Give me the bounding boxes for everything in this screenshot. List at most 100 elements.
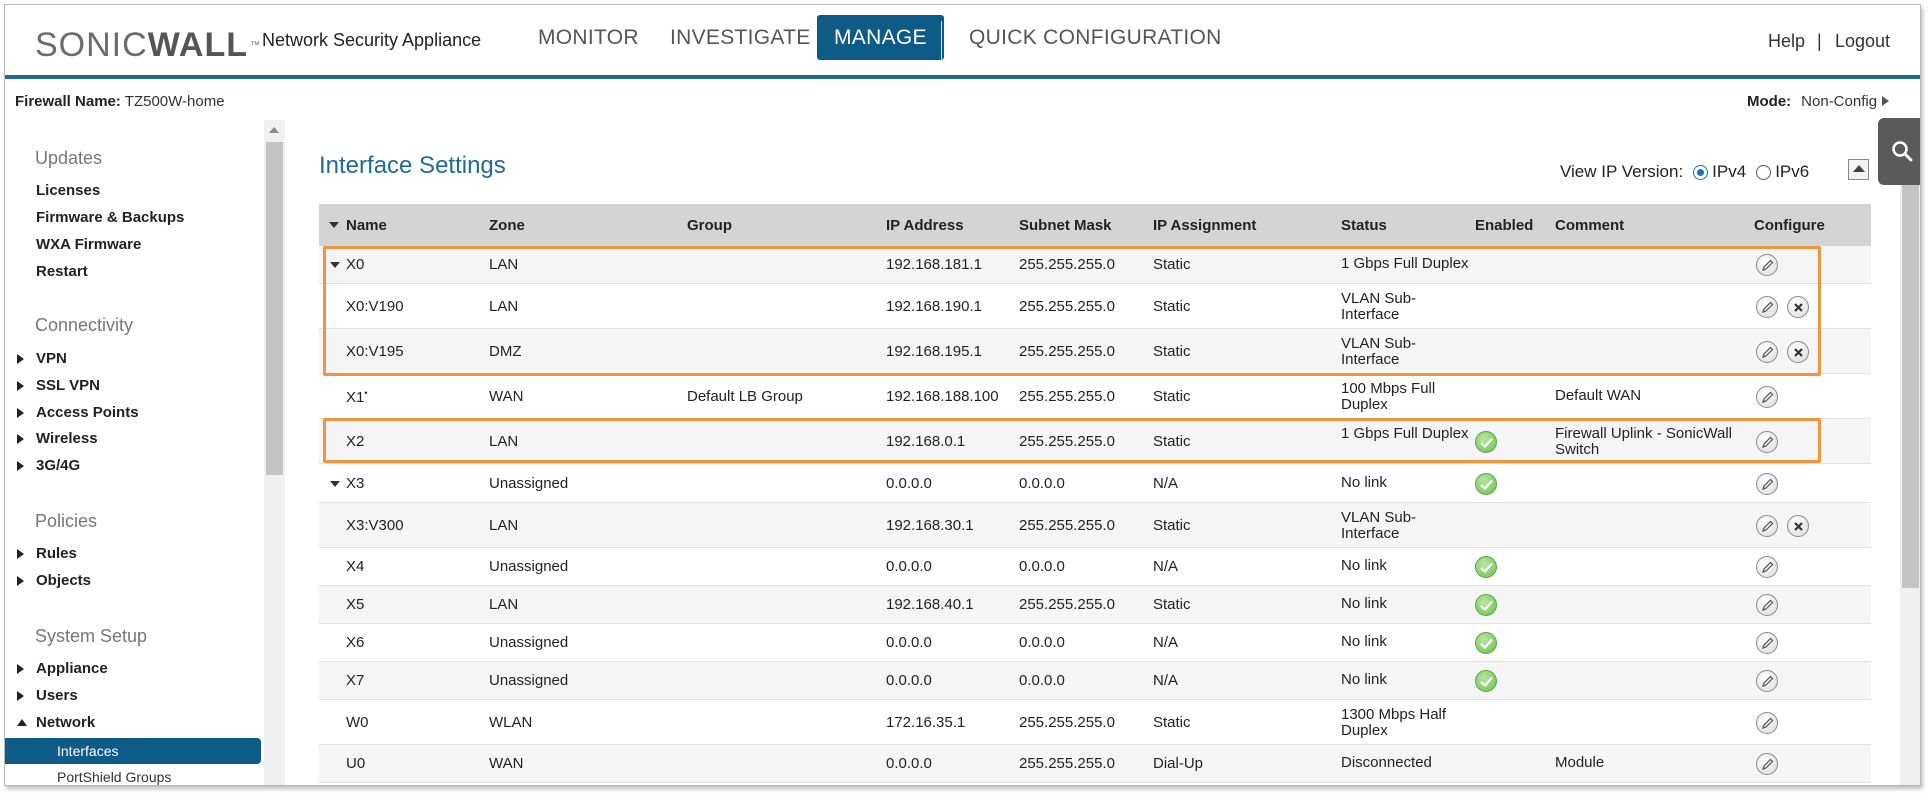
table-row[interactable]: X0 LAN 192.168.181.1 255.255.255.0 Static 1 G…: [319, 246, 1871, 284]
cell-assign: Static: [1153, 343, 1191, 360]
expand-arrow-icon[interactable]: [17, 461, 24, 471]
ipv6-label[interactable]: IPv6: [1775, 162, 1810, 181]
expand-arrow-icon[interactable]: [17, 354, 24, 364]
edit-pencil-icon[interactable]: [1756, 556, 1778, 578]
cell-status: VLAN Sub-Interface: [1341, 290, 1417, 323]
edit-pencil-icon[interactable]: [1756, 473, 1778, 495]
cell-ip: 0.0.0.0: [886, 558, 932, 575]
cell-mask: 255.255.255.0: [1019, 256, 1115, 273]
table-row[interactable]: U0 WAN 0.0.0.0 255.255.255.0 Dial-Up Disconne…: [319, 745, 1871, 783]
expand-arrow-icon[interactable]: [17, 549, 24, 559]
table-row[interactable]: X1• WAN Default LB Group 192.168.188.100 255…: [319, 374, 1871, 419]
col-subnet-mask[interactable]: Subnet Mask: [1019, 217, 1112, 234]
edit-pencil-icon[interactable]: [1756, 670, 1778, 692]
table-row[interactable]: X2 LAN 192.168.0.1 255.255.255.0 Static 1 Gbp…: [319, 419, 1871, 464]
col-enabled[interactable]: Enabled: [1475, 217, 1534, 234]
sidebar-scrollbar[interactable]: [264, 120, 285, 785]
sidebar-item-portshield-groups[interactable]: PortShield Groups: [57, 769, 172, 785]
expand-arrow-icon[interactable]: [17, 664, 24, 674]
table-row[interactable]: X3:V300 LAN 192.168.30.1 255.255.255.0 Stati…: [319, 503, 1871, 548]
table-row[interactable]: X0:V190 LAN 192.168.190.1 255.255.255.0 Stat…: [319, 284, 1871, 329]
nav-investigate[interactable]: INVESTIGATE: [670, 26, 811, 49]
sidebar-item-interfaces[interactable]: Interfaces: [5, 738, 261, 764]
cell-name: U0: [346, 755, 365, 772]
edit-pencil-icon[interactable]: [1756, 712, 1778, 734]
edit-pencil-icon[interactable]: [1756, 753, 1778, 775]
table-row[interactable]: X0:V195 DMZ 192.168.195.1 255.255.255.0 Stat…: [319, 329, 1871, 374]
ipv4-radio[interactable]: [1693, 164, 1709, 180]
sidebar-item-users[interactable]: Users: [36, 687, 78, 704]
sort-caret-icon[interactable]: [329, 222, 339, 228]
expand-caret-icon[interactable]: [330, 481, 340, 487]
sidebar-section-updates: Updates: [35, 148, 103, 168]
col-status[interactable]: Status: [1341, 217, 1387, 234]
interface-name: X5: [346, 596, 365, 613]
edit-pencil-icon[interactable]: [1756, 431, 1778, 453]
sidebar-item-rules[interactable]: Rules: [36, 545, 77, 562]
sidebar-scroll-thumb[interactable]: [266, 142, 283, 475]
collapse-arrow-icon[interactable]: [17, 719, 27, 726]
nav-manage[interactable]: MANAGE: [817, 15, 944, 60]
ipv6-radio[interactable]: [1756, 164, 1772, 180]
cell-comment: Default WAN: [1555, 387, 1642, 404]
delete-x-icon[interactable]: [1787, 341, 1809, 363]
expand-arrow-icon[interactable]: [17, 434, 24, 444]
search-button[interactable]: [1878, 118, 1920, 185]
cell-status: VLAN Sub-Interface: [1341, 335, 1417, 368]
col-configure[interactable]: Configure: [1754, 217, 1825, 234]
sidebar-item-appliance[interactable]: Appliance: [36, 660, 108, 677]
sidebar-item-licenses[interactable]: Licenses: [36, 182, 101, 199]
ipv4-label[interactable]: IPv4: [1712, 162, 1747, 181]
nav-monitor[interactable]: MONITOR: [538, 26, 639, 49]
expand-arrow-icon[interactable]: [17, 576, 24, 586]
col-zone[interactable]: Zone: [489, 217, 525, 234]
edit-pencil-icon[interactable]: [1756, 594, 1778, 616]
expand-caret-icon[interactable]: [330, 262, 340, 268]
sidebar-item-wxa-firmware[interactable]: WXA Firmware: [36, 236, 142, 253]
table-row[interactable]: X5 LAN 192.168.40.1 255.255.255.0 Static No l…: [319, 586, 1871, 624]
main-scrollbar[interactable]: [1900, 118, 1920, 785]
edit-pencil-icon[interactable]: [1756, 632, 1778, 654]
sidebar-item-ssl-vpn[interactable]: SSL VPN: [36, 377, 100, 394]
sonicwall-logo[interactable]: SONIC WALL ™: [35, 25, 261, 65]
collapse-up-button[interactable]: [1848, 159, 1869, 180]
expand-arrow-icon[interactable]: [17, 381, 24, 391]
scroll-up-arrow-icon[interactable]: [264, 120, 285, 140]
edit-pencil-icon[interactable]: [1756, 296, 1778, 318]
expand-arrow-icon[interactable]: [17, 408, 24, 418]
edit-pencil-icon[interactable]: [1756, 254, 1778, 276]
delete-x-icon[interactable]: [1787, 296, 1809, 318]
sidebar-item-3g4g[interactable]: 3G/4G: [36, 457, 81, 474]
table-row[interactable]: X6 Unassigned 0.0.0.0 0.0.0.0 N/A No link: [319, 624, 1871, 662]
table-row[interactable]: X4 Unassigned 0.0.0.0 0.0.0.0 N/A No link: [319, 548, 1871, 586]
sidebar-item-objects[interactable]: Objects: [36, 572, 92, 589]
delete-x-icon[interactable]: [1787, 515, 1809, 537]
sidebar-item-wireless[interactable]: Wireless: [36, 430, 98, 447]
col-ip-address[interactable]: IP Address: [886, 217, 964, 234]
table-row[interactable]: W0 WLAN 172.16.35.1 255.255.255.0 Static 1300…: [319, 700, 1871, 745]
nav-quick-configuration[interactable]: QUICK CONFIGURATION: [969, 26, 1222, 49]
sidebar-item-restart[interactable]: Restart: [36, 263, 88, 280]
cell-status: No link: [1341, 671, 1387, 688]
table-row[interactable]: X3 Unassigned 0.0.0.0 0.0.0.0 N/A No link: [319, 464, 1871, 503]
enabled-check-icon: [1475, 632, 1497, 654]
edit-pencil-icon[interactable]: [1756, 386, 1778, 408]
logout-link[interactable]: Logout: [1835, 31, 1891, 51]
col-comment[interactable]: Comment: [1555, 217, 1625, 234]
sidebar-item-network[interactable]: Network: [36, 714, 96, 731]
sidebar-item-vpn[interactable]: VPN: [36, 350, 67, 367]
sidebar-item-firmware-backups[interactable]: Firmware & Backups: [36, 209, 185, 226]
sidebar-item-access-points[interactable]: Access Points: [36, 404, 139, 421]
col-ip-assignment[interactable]: IP Assignment: [1153, 217, 1257, 234]
cell-name: X0: [346, 256, 364, 273]
col-group[interactable]: Group: [687, 217, 732, 234]
mode-indicator[interactable]: Mode: Non-Config: [1747, 93, 1890, 110]
table-row[interactable]: X7 Unassigned 0.0.0.0 0.0.0.0 N/A No link: [319, 662, 1871, 700]
edit-pencil-icon[interactable]: [1756, 515, 1778, 537]
main-scroll-thumb[interactable]: [1902, 158, 1919, 588]
mode-arrow-icon: [1882, 96, 1890, 106]
help-link[interactable]: Help: [1768, 31, 1806, 51]
col-name[interactable]: Name: [346, 217, 387, 234]
edit-pencil-icon[interactable]: [1756, 341, 1778, 363]
expand-arrow-icon[interactable]: [17, 691, 24, 701]
